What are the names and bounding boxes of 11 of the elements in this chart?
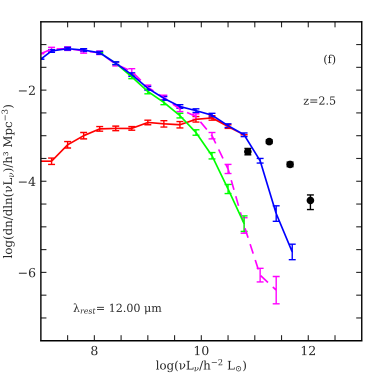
- y-axis-title: log(dn/dln(νL$_{ν}$)/h³ Mpc$^{−3}$): [2, 105, 15, 258]
- annotation: λ$_{rest}$= 12.00 μm: [73, 303, 162, 314]
- annotation: (f): [324, 54, 336, 65]
- x-tick-label: 8: [91, 346, 98, 356]
- y-tick-label: −2: [18, 86, 35, 95]
- annotation: z=2.5: [304, 96, 336, 105]
- y-tick-label: −6: [18, 268, 36, 278]
- y-tick-label: −4: [18, 176, 36, 186]
- x-tick-label: 12: [302, 346, 315, 356]
- x-tick-label: 10: [194, 346, 208, 356]
- x-axis-title: log(νL$_{ν}$/h$^{−2}$ L$_{⊙}$): [156, 359, 246, 372]
